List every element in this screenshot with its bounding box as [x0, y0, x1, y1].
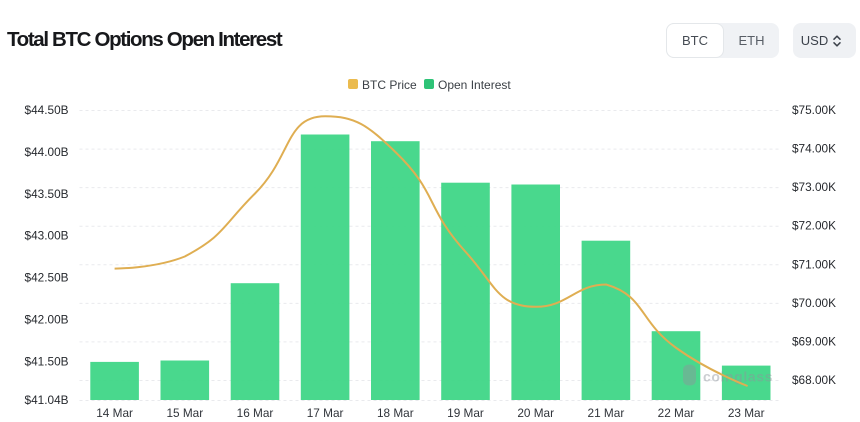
svg-text:$42.00B: $42.00B [25, 313, 69, 327]
svg-text:17 Mar: 17 Mar [307, 406, 344, 420]
svg-text:19 Mar: 19 Mar [447, 406, 484, 420]
svg-text:$69.00K: $69.00K [792, 334, 836, 348]
svg-text:21 Mar: 21 Mar [588, 406, 625, 420]
svg-text:$43.00B: $43.00B [25, 229, 69, 243]
svg-text:$43.50B: $43.50B [25, 187, 69, 201]
svg-text:$41.50B: $41.50B [25, 354, 69, 368]
svg-text:23 Mar: 23 Mar [728, 406, 765, 420]
svg-text:coinglass: coinglass [703, 369, 773, 385]
svg-text:18 Mar: 18 Mar [377, 406, 414, 420]
svg-text:$71.00K: $71.00K [792, 257, 836, 271]
svg-text:$74.00K: $74.00K [792, 142, 836, 156]
svg-text:22 Mar: 22 Mar [658, 406, 695, 420]
svg-text:$41.04B: $41.04B [25, 393, 69, 407]
svg-text:20 Mar: 20 Mar [517, 406, 554, 420]
svg-text:15 Mar: 15 Mar [166, 406, 203, 420]
svg-text:$44.00B: $44.00B [25, 145, 69, 159]
svg-text:$73.00K: $73.00K [792, 180, 836, 194]
svg-text:$44.50B: $44.50B [25, 103, 69, 117]
svg-text:$42.50B: $42.50B [25, 271, 69, 285]
svg-text:16 Mar: 16 Mar [237, 406, 274, 420]
svg-text:$75.00K: $75.00K [792, 103, 836, 117]
svg-text:$72.00K: $72.00K [792, 219, 836, 233]
svg-text:$70.00K: $70.00K [792, 296, 836, 310]
svg-text:$68.00K: $68.00K [792, 373, 836, 387]
svg-text:14 Mar: 14 Mar [96, 406, 133, 420]
